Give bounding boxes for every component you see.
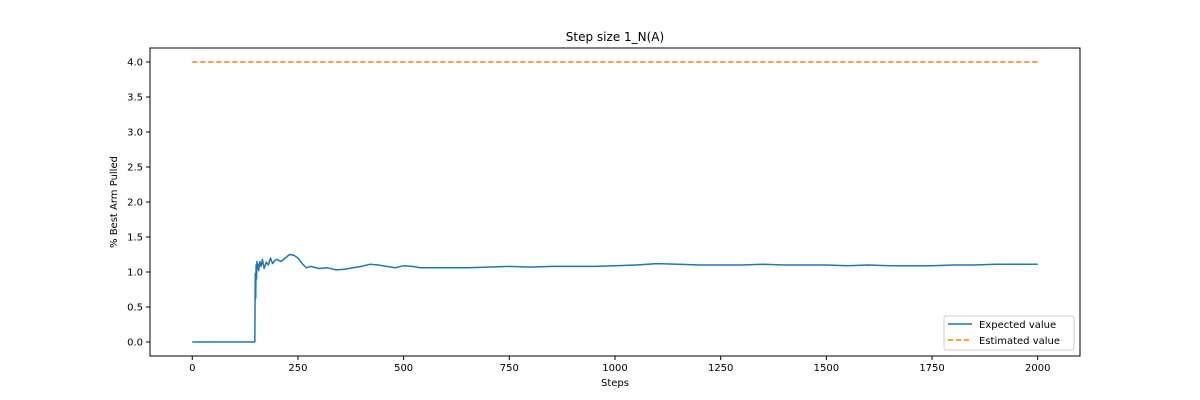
y-tick-label: 0.5 <box>127 303 143 314</box>
x-tick-label: 1000 <box>602 363 627 374</box>
y-tick-label: 2.0 <box>127 198 143 209</box>
y-axis-label: % Best Arm Pulled <box>109 156 120 248</box>
y-tick-label: 1.0 <box>127 268 143 279</box>
legend-label-expected: Expected value <box>979 320 1056 331</box>
x-tick-label: 0 <box>189 363 195 374</box>
legend-box <box>943 315 1075 351</box>
y-tick-label: 1.5 <box>127 233 143 244</box>
plot-frame <box>149 47 1081 357</box>
x-tick-label: 500 <box>394 363 413 374</box>
legend: Expected value Estimated value <box>943 315 1075 351</box>
x-axis-label: Steps <box>601 378 629 389</box>
x-axis: 0 250 500 750 1000 1250 1500 1750 2000 <box>189 356 1050 374</box>
legend-label-estimated: Estimated value <box>979 336 1060 347</box>
x-tick-label: 750 <box>500 363 519 374</box>
plot-area <box>192 61 1038 343</box>
x-tick-label: 1250 <box>708 363 733 374</box>
x-tick-label: 1500 <box>814 363 839 374</box>
series-line-expected-value <box>192 253 1038 343</box>
y-tick-label: 3.0 <box>127 128 143 139</box>
x-tick-label: 250 <box>288 363 307 374</box>
y-tick-label: 2.5 <box>127 163 143 174</box>
y-tick-label: 3.5 <box>127 93 143 104</box>
chart-title: Step size 1_N(A) <box>566 30 664 44</box>
y-axis: 0.0 0.5 1.0 1.5 2.0 2.5 3.0 3.5 4.0 <box>127 58 150 349</box>
y-tick-label: 0.0 <box>127 338 143 349</box>
x-tick-label: 2000 <box>1025 363 1050 374</box>
x-tick-label: 1750 <box>919 363 944 374</box>
y-tick-label: 4.0 <box>127 58 143 69</box>
